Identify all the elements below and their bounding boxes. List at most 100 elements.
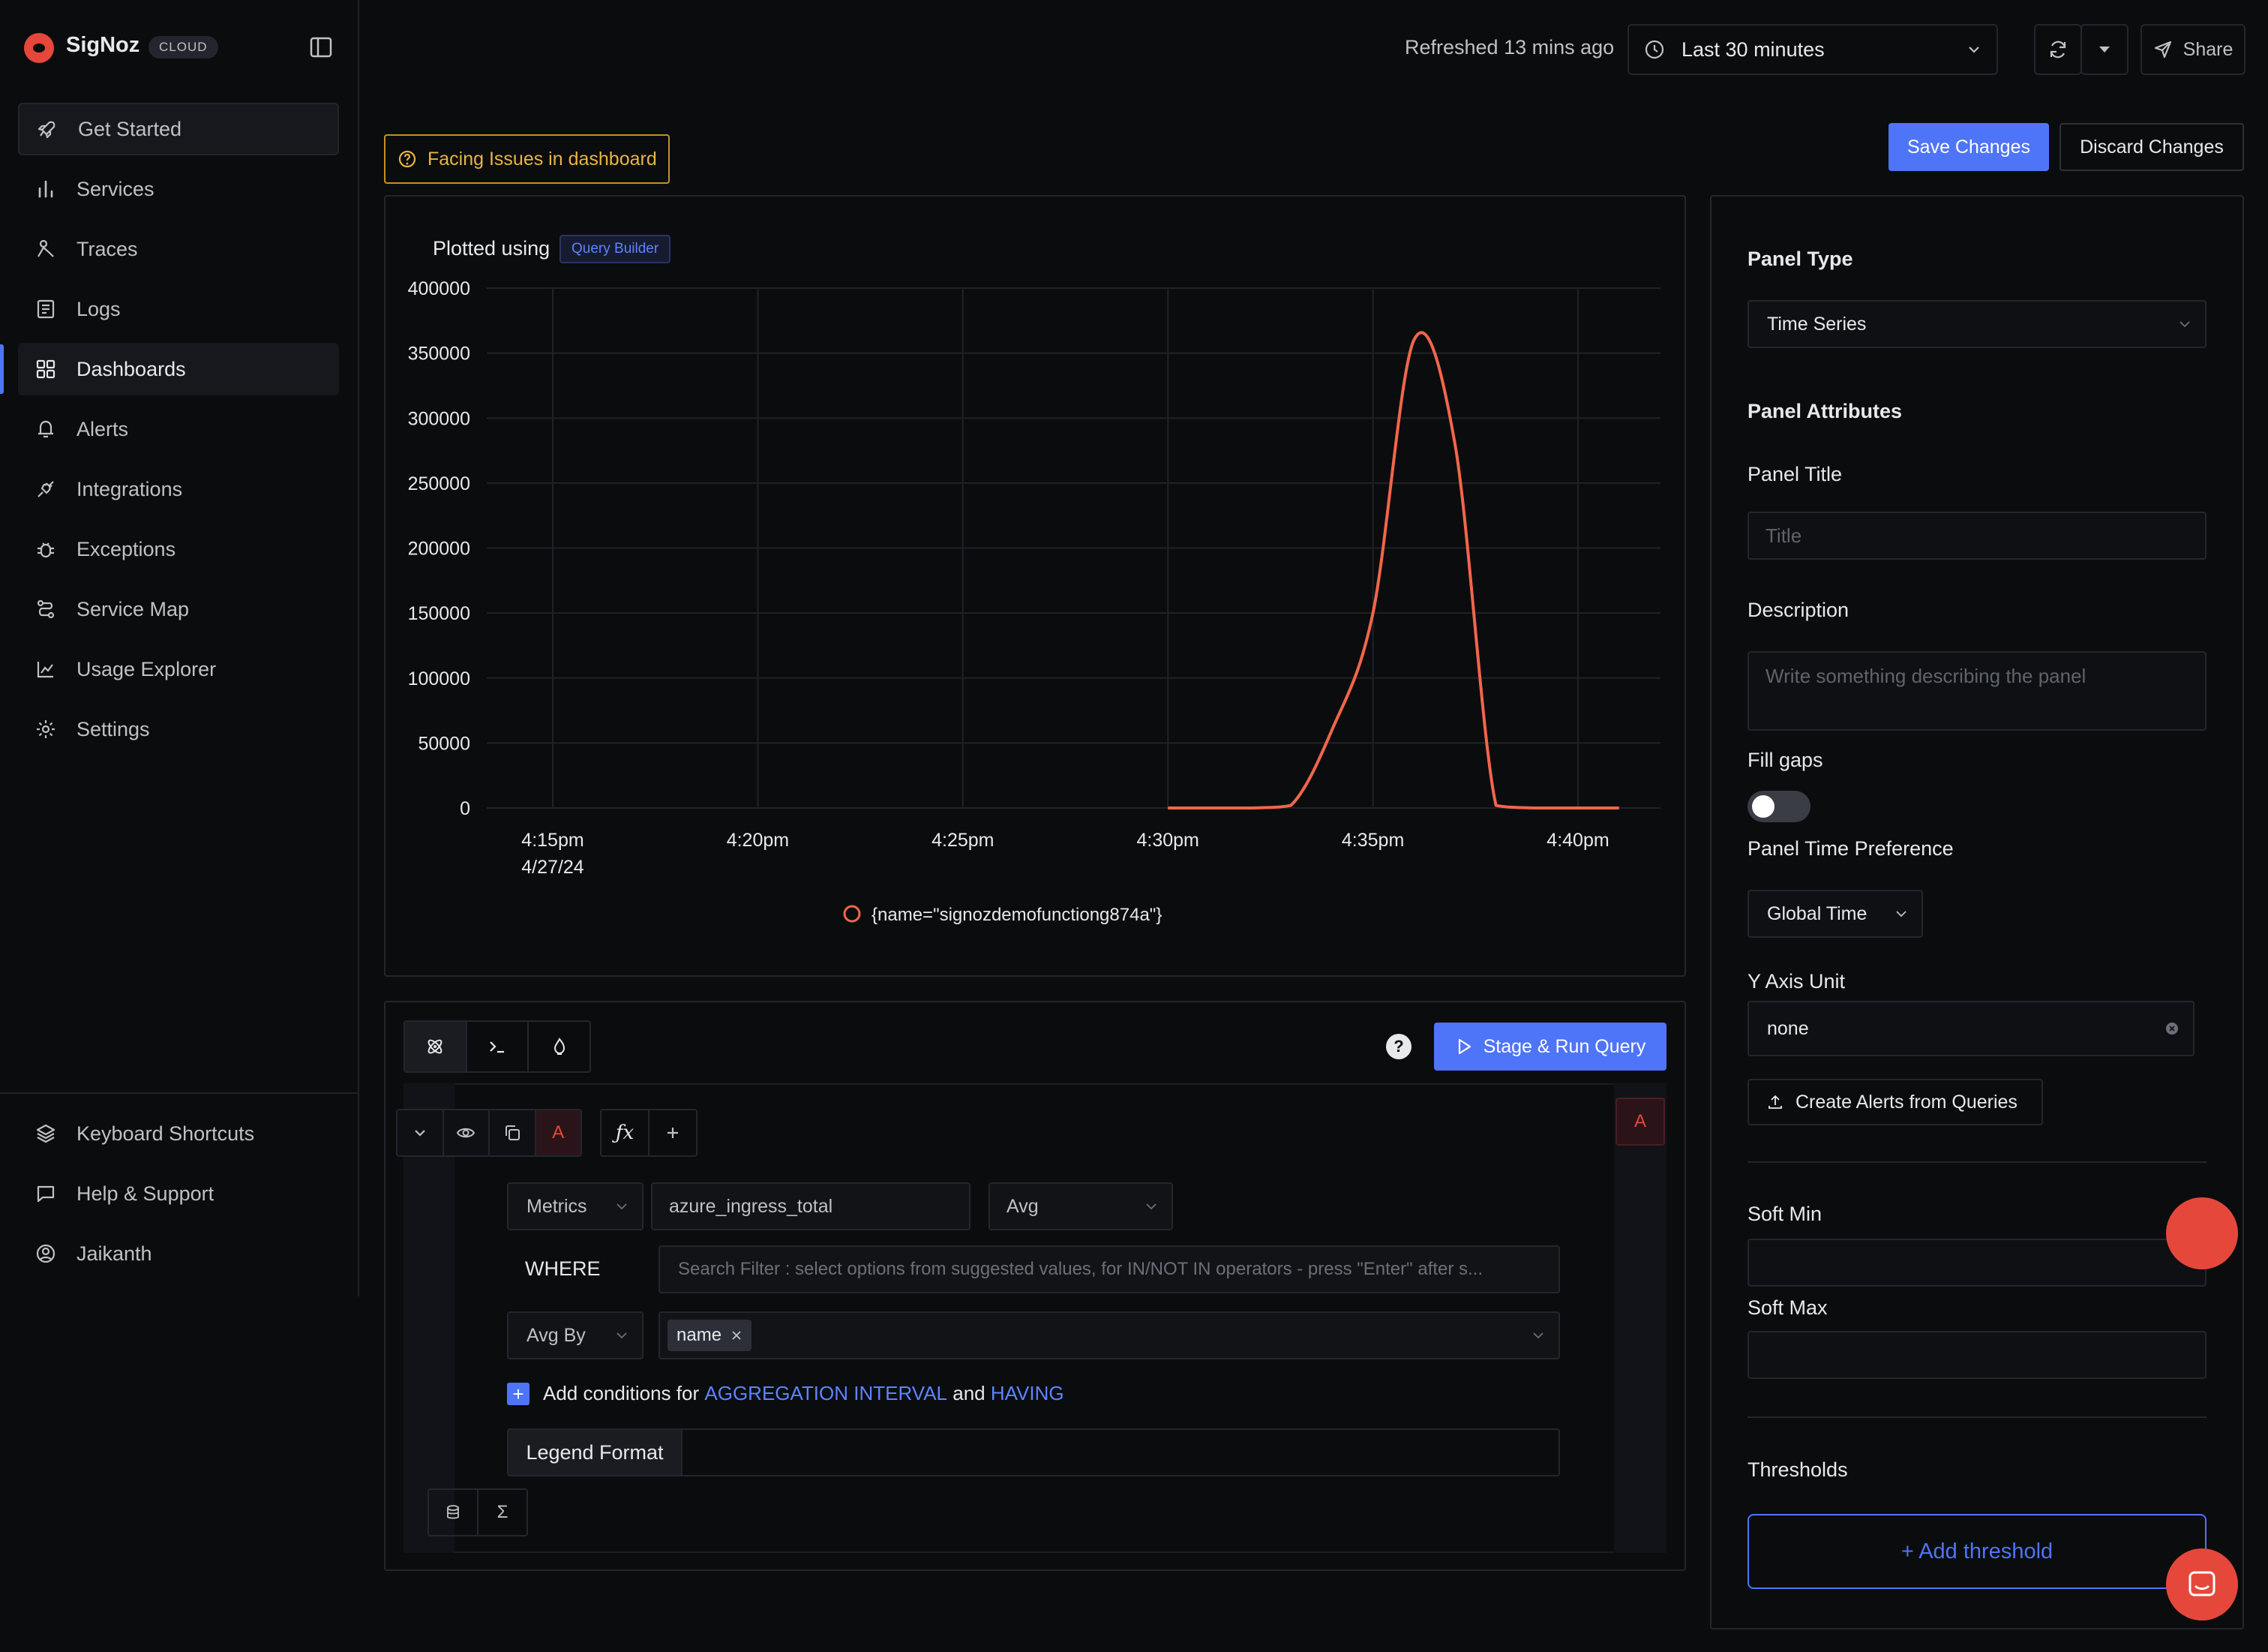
add-threshold-button[interactable]: + Add threshold	[1748, 1514, 2206, 1589]
sidebar-item-logs[interactable]: Logs	[18, 283, 339, 335]
chevron-down-icon	[1532, 1329, 1545, 1342]
y-tick-label: 350000	[408, 344, 470, 365]
where-filter-input[interactable]: Search Filter : select options from sugg…	[658, 1245, 1560, 1293]
export-icon	[1767, 1094, 1784, 1110]
refresh-options-button[interactable]	[2080, 24, 2128, 75]
sidebar-item-label: Dashboards	[76, 357, 186, 380]
sidebar-item-user[interactable]: Jaikanth	[18, 1227, 339, 1280]
add-function-button[interactable]: ƒx	[602, 1110, 650, 1155]
x-tick-label: 4:35pm	[1342, 830, 1404, 851]
query-help-icon[interactable]: ?	[1386, 1034, 1412, 1059]
toggle-knob	[1752, 795, 1774, 818]
facing-issues-button[interactable]: Facing Issues in dashboard	[384, 134, 670, 184]
sidebar-item-keyboard-shortcuts[interactable]: Keyboard Shortcuts	[18, 1107, 339, 1160]
panel-attributes-heading: Panel Attributes	[1748, 400, 1903, 422]
fill-gaps-toggle[interactable]	[1748, 791, 1810, 822]
floating-widget-icon[interactable]	[2166, 1197, 2238, 1269]
sidebar-item-usage-explorer[interactable]: Usage Explorer	[18, 643, 339, 695]
y-tick-label: 200000	[408, 539, 470, 560]
plus-square-icon[interactable]: +	[507, 1382, 530, 1405]
refresh-icon	[2047, 38, 2069, 61]
y-tick-label: 0	[460, 798, 470, 819]
group-by-chip-label: name	[676, 1325, 722, 1345]
sidebar-item-label: Get Started	[78, 117, 182, 140]
query-letter-badge[interactable]: A	[1616, 1098, 1665, 1146]
having-link[interactable]: HAVING	[990, 1382, 1064, 1404]
sidebar-item-alerts[interactable]: Alerts	[18, 403, 339, 455]
chevron-down-icon	[615, 1200, 628, 1213]
bell-icon	[33, 416, 58, 442]
soft-max-input[interactable]	[1748, 1331, 2206, 1379]
add-sum-formula-button[interactable]: Σ	[478, 1490, 526, 1535]
tab-query-builder[interactable]	[405, 1022, 467, 1071]
panel-title-input[interactable]: Title	[1748, 512, 2206, 560]
sidebar-item-settings[interactable]: Settings	[18, 703, 339, 755]
where-label: WHERE	[525, 1257, 601, 1280]
group-by-select[interactable]: Avg By	[507, 1311, 644, 1359]
group-by-chip: name	[668, 1320, 752, 1351]
share-label: Share	[2182, 38, 2234, 60]
time-range-select[interactable]: Last 30 minutes	[1628, 24, 1998, 75]
clear-circle-icon[interactable]	[2164, 1021, 2180, 1036]
close-icon[interactable]	[730, 1329, 742, 1341]
query-editor-right-rail	[1614, 1083, 1666, 1553]
panel-time-preference-select[interactable]: Global Time	[1748, 890, 1923, 938]
query-letter-tag: A	[536, 1110, 580, 1155]
discard-changes-button[interactable]: Discard Changes	[2060, 123, 2244, 171]
brand-name: SigNoz	[66, 33, 140, 57]
soft-min-input[interactable]	[1748, 1239, 2206, 1287]
x-tick-label: 4:25pm	[932, 830, 994, 851]
save-changes-button[interactable]: Save Changes	[1888, 123, 2049, 171]
legend-format-input[interactable]	[681, 1428, 1560, 1476]
panel-type-heading: Panel Type	[1748, 248, 1853, 270]
y-axis-unit-select[interactable]: none	[1748, 1001, 2194, 1056]
series-line	[1168, 331, 1619, 809]
chevron-down-icon	[2178, 317, 2192, 331]
add-query-button[interactable]	[650, 1110, 696, 1155]
sidebar-item-get-started[interactable]: Get Started	[18, 103, 339, 155]
sidebar-item-service-map[interactable]: Service Map	[18, 583, 339, 635]
tab-clickhouse-query[interactable]	[467, 1022, 530, 1071]
sidebar-item-integrations[interactable]: Integrations	[18, 463, 339, 515]
add-formula-button[interactable]	[429, 1490, 478, 1535]
chart-panel	[384, 195, 1686, 977]
toggle-visibility-button[interactable]	[444, 1110, 490, 1155]
aggregation-interval-link[interactable]: AGGREGATION INTERVAL	[704, 1382, 947, 1404]
description-textarea[interactable]: Write something describing the panel	[1748, 651, 2206, 731]
sidebar-item-label: Services	[76, 177, 154, 200]
panel-time-preference-label: Panel Time Preference	[1748, 837, 1954, 860]
metric-name-select[interactable]: azure_ingress_total	[651, 1182, 970, 1230]
group-by-label: Avg By	[526, 1324, 586, 1346]
data-source-select[interactable]: Metrics	[507, 1182, 644, 1230]
time-series-chart[interactable]: 0 50000 100000 150000 200000 250000 300000 3500…	[384, 270, 1686, 945]
create-alerts-button[interactable]: Create Alerts from Queries	[1748, 1079, 2043, 1125]
aggregate-operator-select[interactable]: Avg	[988, 1182, 1173, 1230]
x-date-label: 4/27/24	[521, 857, 584, 878]
sidebar-item-label: Traces	[76, 237, 138, 260]
fill-gaps-label: Fill gaps	[1748, 749, 1823, 771]
panel-type-select[interactable]: Time Series	[1748, 300, 2206, 348]
sidebar-item-exceptions[interactable]: Exceptions	[18, 523, 339, 575]
group-by-input[interactable]: name	[658, 1311, 1560, 1359]
chevron-down-icon	[1966, 42, 1982, 57]
collapse-sidebar-icon[interactable]	[309, 36, 333, 59]
y-tick-label: 400000	[408, 278, 470, 299]
share-button[interactable]: Share	[2140, 24, 2246, 75]
refresh-button[interactable]	[2034, 24, 2082, 75]
sidebar-item-traces[interactable]: Traces	[18, 223, 339, 275]
soft-min-label: Soft Min	[1748, 1203, 1822, 1225]
stage-run-query-button[interactable]: Stage & Run Query	[1434, 1023, 1666, 1071]
settings-divider	[1748, 1161, 2206, 1163]
sidebar-item-help-support[interactable]: Help & Support	[18, 1167, 339, 1220]
plus-icon	[664, 1125, 681, 1141]
clone-query-button[interactable]	[490, 1110, 536, 1155]
x-tick-label: 4:40pm	[1546, 830, 1609, 851]
sidebar-item-services[interactable]: Services	[18, 163, 339, 215]
tab-promql[interactable]	[529, 1022, 590, 1071]
bar-chart-icon	[33, 176, 58, 202]
chat-support-button[interactable]	[2166, 1548, 2238, 1620]
message-square-icon	[33, 1181, 58, 1206]
database-icon	[444, 1503, 462, 1521]
sidebar-item-dashboards[interactable]: Dashboards	[18, 343, 339, 395]
collapse-query-button[interactable]	[398, 1110, 444, 1155]
